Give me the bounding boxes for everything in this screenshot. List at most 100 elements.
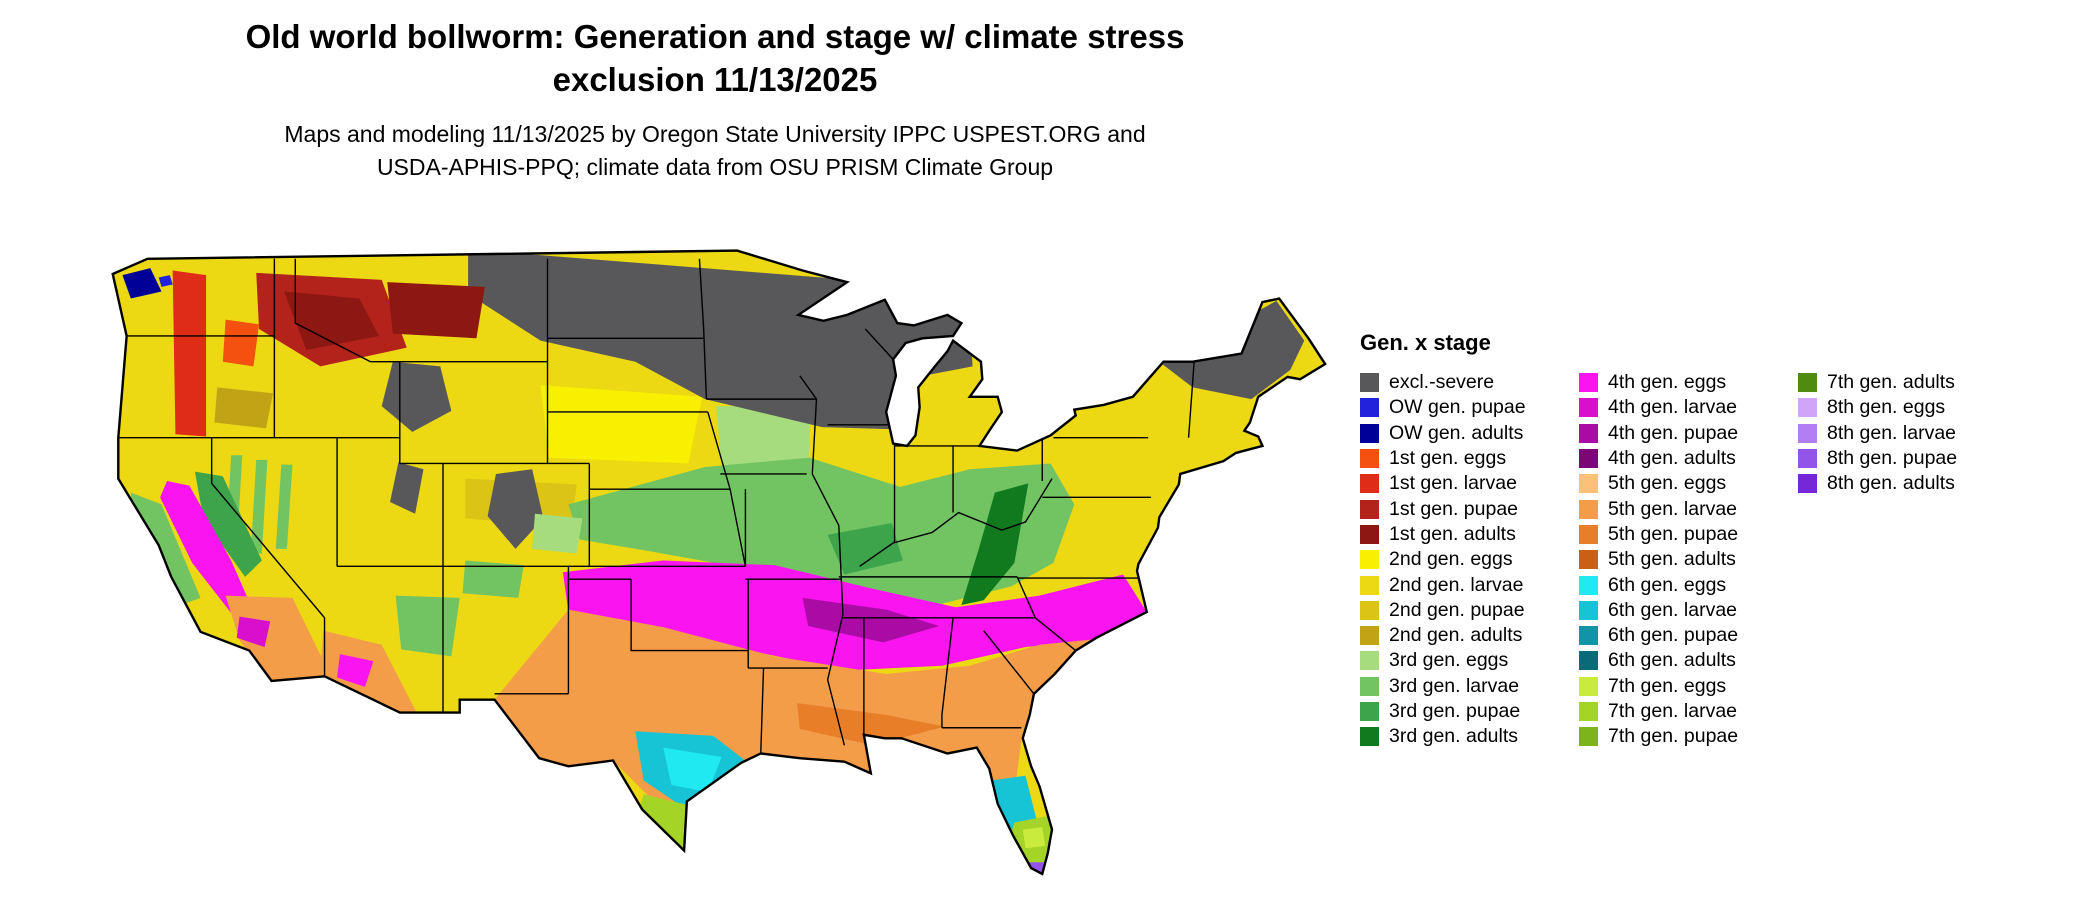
legend-item: 8th gen. eggs: [1798, 395, 1957, 420]
legend-item: 3rd gen. larvae: [1360, 674, 1579, 699]
map-region: [568, 457, 1075, 604]
legend-label: excl.-severe: [1389, 371, 1495, 394]
map-region: [390, 462, 424, 514]
map-region: [716, 406, 811, 467]
legend-item: 2nd gen. larvae: [1360, 572, 1579, 597]
legend-label: 3rd gen. eggs: [1389, 649, 1509, 672]
legend-swatch: [1360, 676, 1379, 696]
legend-item: OW gen. adults: [1360, 421, 1579, 446]
legend-label: 3rd gen. adults: [1389, 725, 1519, 748]
map-regions: [112, 250, 1326, 874]
legend-item: excl.-severe: [1360, 370, 1579, 395]
legend-item: 1st gen. eggs: [1360, 446, 1579, 471]
map-region: [337, 654, 374, 687]
legend-item: 3rd gen. pupae: [1360, 699, 1579, 724]
map-subtitle-line-1: Maps and modeling 11/13/2025 by Oregon S…: [284, 120, 1146, 147]
map-region: [225, 595, 332, 683]
map-region: [796, 703, 945, 746]
legend-swatch: [1579, 575, 1598, 595]
legend-swatch: [1579, 550, 1598, 570]
map-region: [827, 523, 903, 575]
map-region: [638, 794, 703, 858]
legend-column-1: excl.-severe OW gen. pupae OW gen. adults 1…: [1360, 370, 1579, 749]
us-outline: [113, 251, 1325, 874]
map-region: [275, 464, 293, 549]
map-region: [387, 282, 485, 339]
state-borders-path: [118, 259, 1194, 754]
legend-item: 3rd gen. eggs: [1360, 648, 1579, 673]
legend-label: 6th gen. adults: [1608, 649, 1736, 672]
map-region: [487, 469, 544, 549]
legend: Gen. x stage excl.-severe OW gen. pupae OW…: [1360, 330, 2090, 749]
legend-item: 7th gen. larvae: [1579, 699, 1798, 724]
legend-label: 4th gen. eggs: [1608, 371, 1727, 394]
legend-swatch: [1579, 449, 1598, 469]
legend-item: 7th gen. adults: [1798, 370, 1957, 395]
legend-swatch: [1360, 373, 1379, 393]
legend-label: 1st gen. pupae: [1389, 497, 1519, 520]
header: Old world bollworm: Generation and stage…: [0, 16, 1430, 184]
legend-item: 1st gen. pupae: [1360, 496, 1579, 521]
legend-swatch: [1798, 449, 1817, 469]
legend-label: 6th gen. eggs: [1608, 573, 1727, 596]
legend-label: 7th gen. eggs: [1608, 674, 1727, 697]
legend-swatch: [1798, 373, 1817, 393]
legend-item: 3rd gen. adults: [1360, 724, 1579, 749]
legend-swatch: [1360, 550, 1379, 570]
legend-item: 2nd gen. adults: [1360, 623, 1579, 648]
map-region: [540, 385, 703, 464]
map-subtitle-line-2: USDA-APHIS-PPQ; climate data from OSU PR…: [376, 154, 1054, 181]
map-region: [462, 560, 524, 598]
legend-label: 3rd gen. larvae: [1389, 674, 1520, 697]
legend-title: Gen. x stage: [1360, 330, 1491, 355]
legend-label: 7th gen. larvae: [1608, 700, 1738, 722]
map-region: [172, 270, 207, 437]
legend-swatch: [1360, 727, 1379, 747]
legend-item: 5th gen. adults: [1579, 547, 1798, 572]
legend-swatch: [1360, 626, 1379, 646]
legend-swatch: [1579, 626, 1598, 646]
legend-swatch: [1360, 474, 1379, 494]
map-region: [158, 275, 173, 287]
map-region: [395, 595, 460, 657]
legend-columns: excl.-severe OW gen. pupae OW gen. adults 1…: [1360, 370, 2090, 749]
legend-swatch: [1360, 651, 1379, 671]
legend-label: OW gen. pupae: [1389, 396, 1526, 419]
legend-label: 7th gen. pupae: [1608, 725, 1739, 748]
map-region: [989, 775, 1037, 835]
legend-item: 8th gen. adults: [1798, 471, 1957, 496]
legend-label: 5th gen. larvae: [1608, 497, 1738, 520]
legend-label: 2nd gen. pupae: [1389, 598, 1525, 621]
map-region: [236, 616, 271, 648]
legend-swatch: [1360, 524, 1379, 544]
legend-label: 6th gen. larvae: [1608, 598, 1738, 621]
map-region: [250, 459, 268, 554]
legend-item: 7th gen. eggs: [1579, 674, 1798, 699]
legend-label: 5th gen. adults: [1608, 548, 1736, 571]
legend-swatch: [1579, 727, 1598, 747]
legend-item: OW gen. pupae: [1360, 395, 1579, 420]
legend-swatch: [1360, 449, 1379, 469]
legend-swatch: [1360, 600, 1379, 620]
map-region: [194, 471, 262, 577]
legend-item: 5th gen. larvae: [1579, 496, 1798, 521]
legend-swatch: [1579, 373, 1598, 393]
legend-item: 8th gen. larvae: [1798, 421, 1957, 446]
us-generation-stage-map-svg: [50, 212, 1360, 902]
legend-label: 1st gen. adults: [1389, 522, 1516, 545]
map-region: [284, 291, 379, 350]
legend-label: 4th gen. larvae: [1608, 396, 1738, 419]
legend-item: 6th gen. larvae: [1579, 598, 1798, 623]
legend-label: 2nd gen. adults: [1389, 624, 1523, 647]
legend-item: 6th gen. eggs: [1579, 572, 1798, 597]
map-region: [130, 492, 201, 605]
legend-label: 7th gen. adults: [1827, 371, 1955, 394]
legend-swatch: [1579, 702, 1598, 721]
legend-item: 1st gen. larvae: [1360, 471, 1579, 496]
legend-label: 5th gen. eggs: [1608, 472, 1727, 495]
legend-swatch: [1360, 398, 1379, 418]
legend-swatch: [1798, 474, 1817, 494]
map-title-line-2: exclusion 11/13/2025: [552, 60, 878, 98]
map-region: [160, 480, 251, 617]
legend-label: 2nd gen. eggs: [1389, 548, 1513, 571]
